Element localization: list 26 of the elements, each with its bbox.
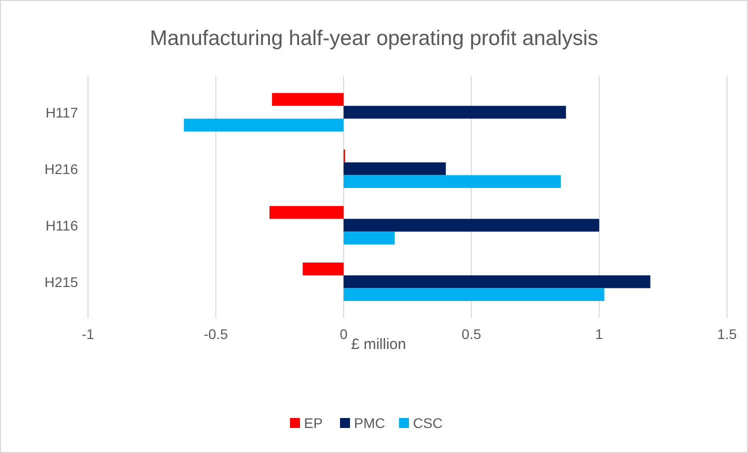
x-tick-label: 0 bbox=[340, 326, 348, 342]
legend-label: CSC bbox=[413, 415, 443, 431]
x-tick-label: -0.5 bbox=[204, 326, 228, 342]
x-axis-title: £ million bbox=[351, 336, 406, 353]
bar bbox=[269, 206, 344, 219]
x-tick-label: -1 bbox=[82, 326, 94, 342]
bar bbox=[302, 262, 344, 276]
bar bbox=[344, 162, 446, 176]
y-tick-label: H215 bbox=[44, 274, 78, 290]
y-tick-label: H117 bbox=[46, 104, 78, 120]
y-tick-label: H116 bbox=[46, 217, 78, 234]
bar bbox=[344, 275, 650, 288]
x-tick-label: 1 bbox=[595, 326, 604, 342]
x-tick-label: 1.5 bbox=[717, 326, 737, 342]
y-tick-label: H216 bbox=[44, 160, 78, 177]
chart-title: Manufacturing half-year operating profit analysis bbox=[150, 27, 598, 50]
bar bbox=[344, 288, 604, 301]
x-tick-label: 0.5 bbox=[462, 326, 482, 342]
bar bbox=[344, 232, 395, 244]
bar bbox=[184, 118, 344, 132]
legend-label: EP bbox=[304, 415, 323, 431]
bar bbox=[344, 218, 600, 232]
bar bbox=[344, 175, 561, 188]
bar bbox=[272, 93, 344, 106]
legend-label: PMC bbox=[354, 415, 386, 431]
bar bbox=[344, 106, 566, 119]
